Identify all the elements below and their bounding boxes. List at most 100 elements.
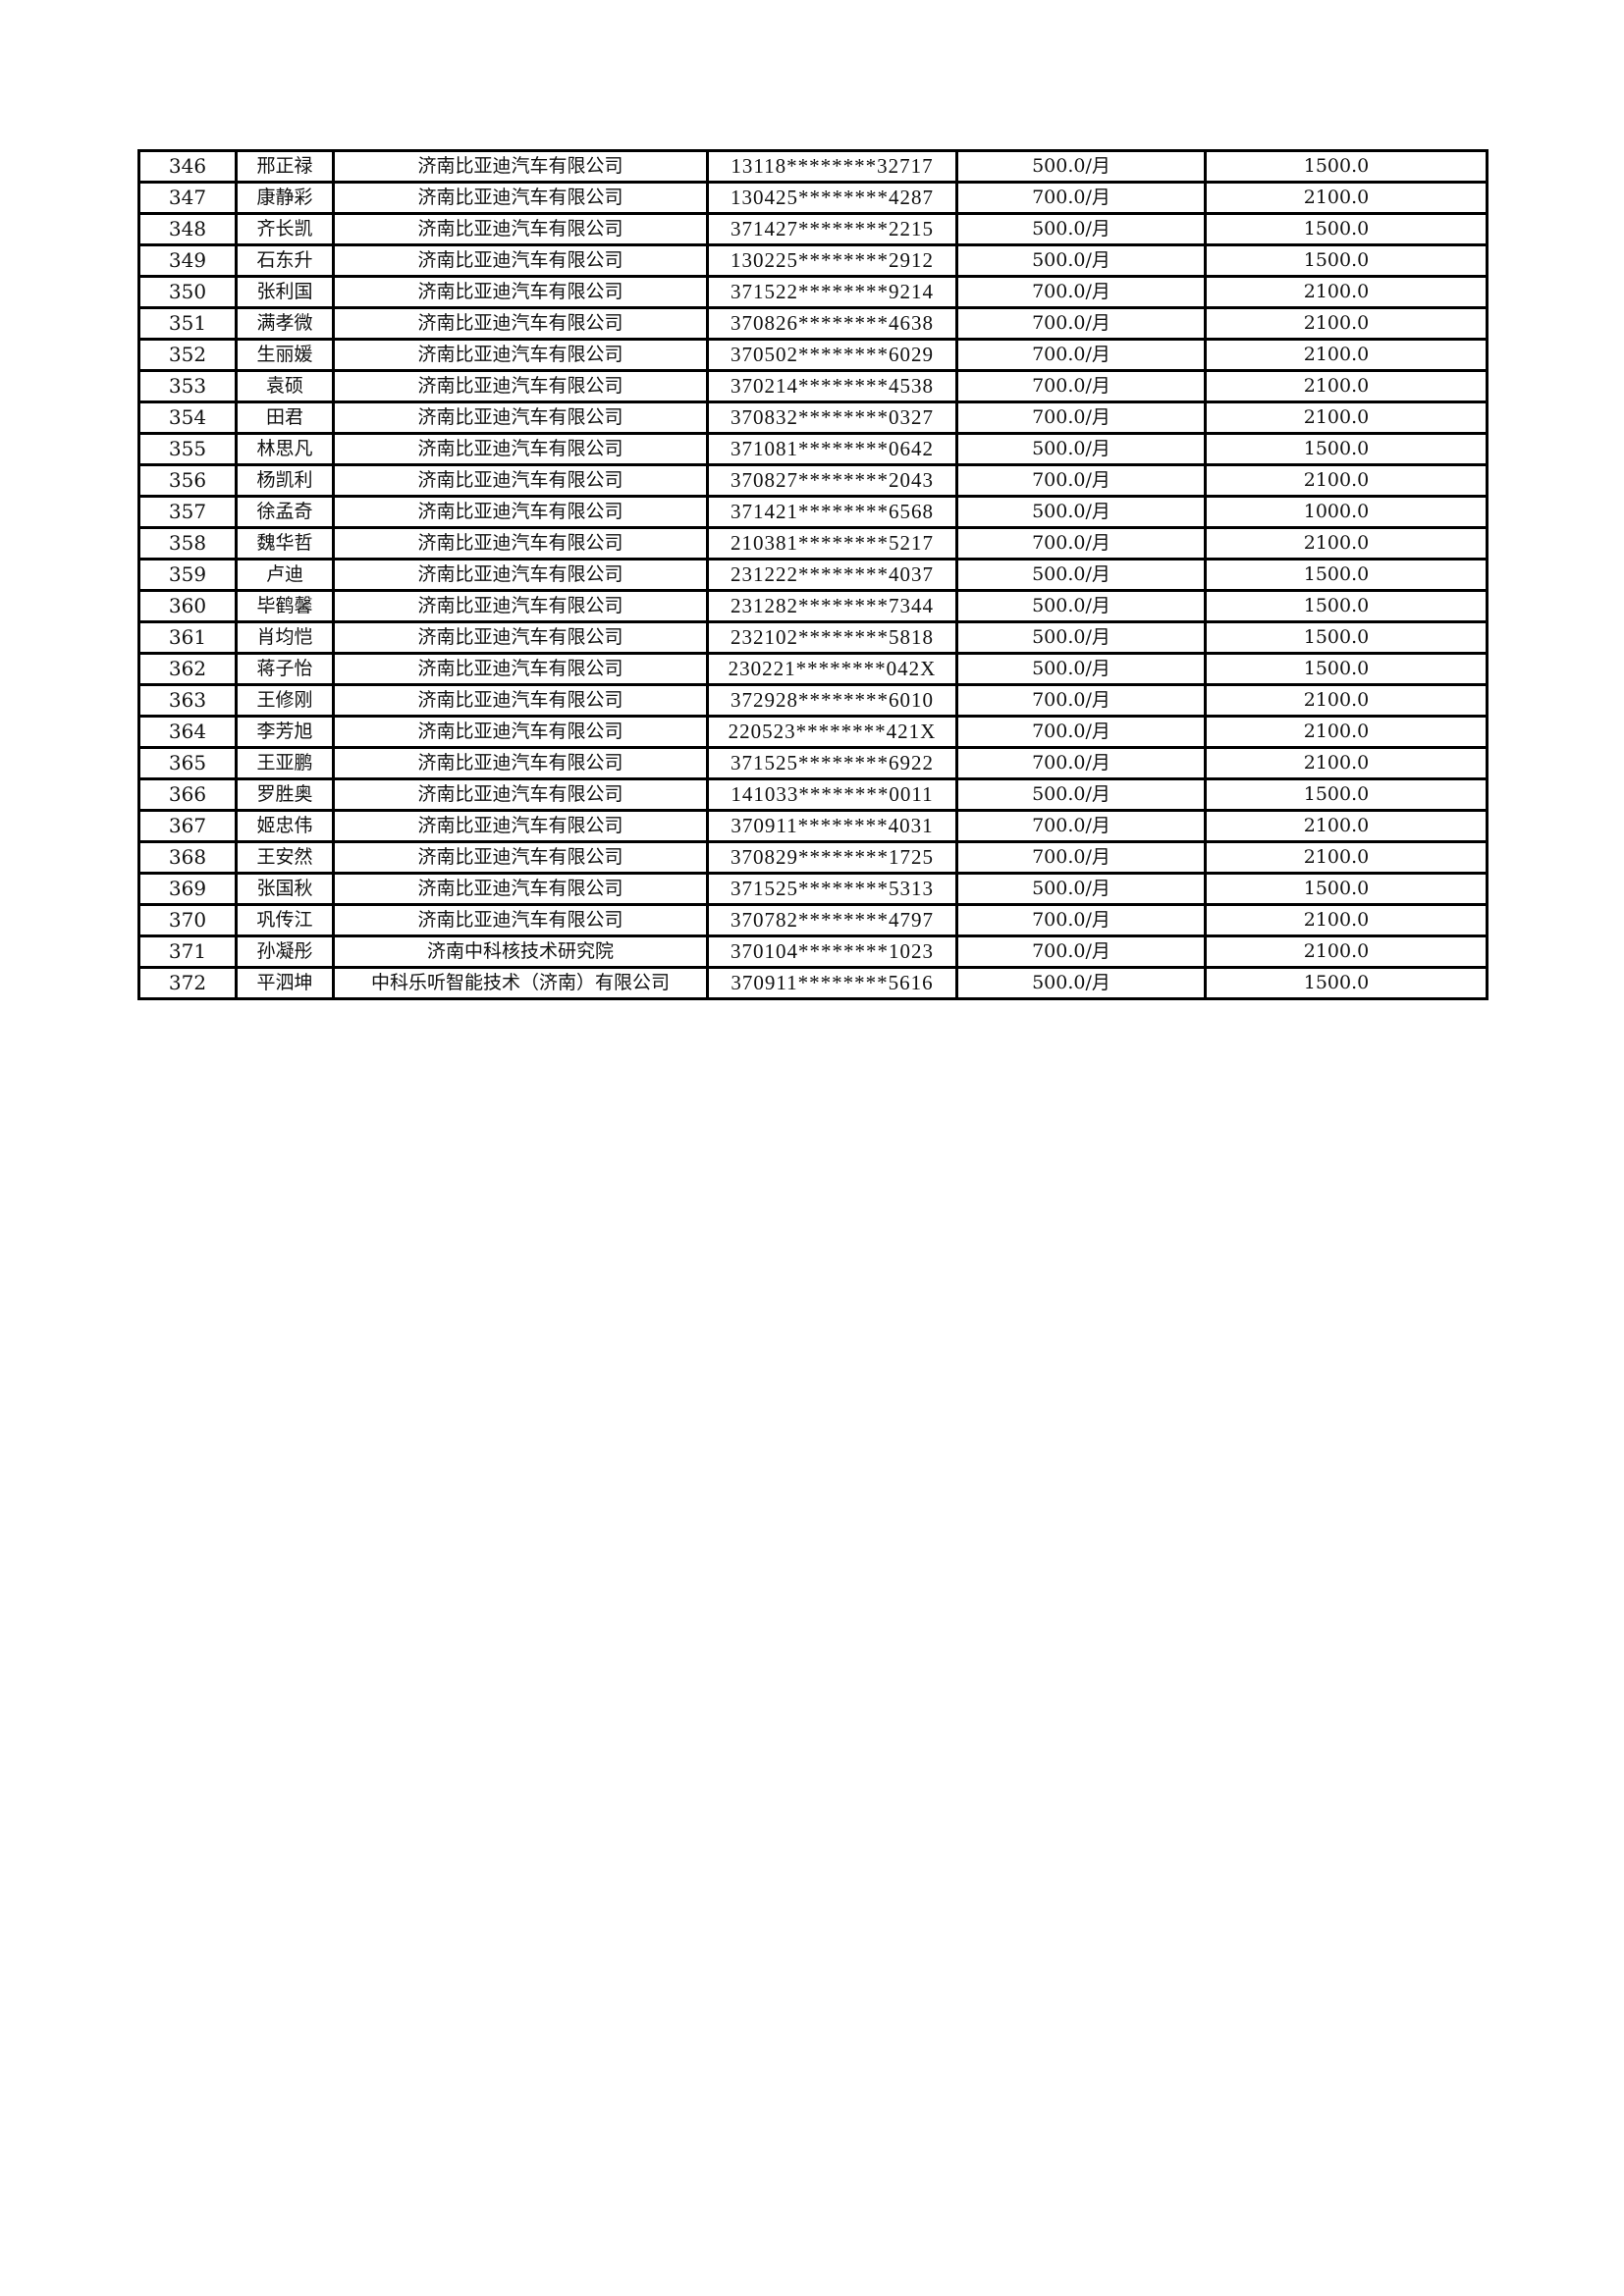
total-subsidy-cell: 1500.0: [1204, 966, 1489, 1000]
table-row: 360 毕鹤馨 济南比亚迪汽车有限公司 231282********7344 500.0…: [137, 589, 1489, 623]
total-subsidy-cell: 2100.0: [1204, 463, 1489, 498]
id-number-cell: 130425********4287: [706, 181, 958, 215]
total-subsidy-cell: 1500.0: [1204, 777, 1489, 812]
monthly-subsidy-cell: 700.0/月: [955, 903, 1207, 937]
company-name-cell: 济南比亚迪汽车有限公司: [332, 338, 709, 372]
total-subsidy-cell: 1500.0: [1204, 872, 1489, 906]
row-number-cell: 354: [137, 400, 238, 435]
id-number-cell: 370826********4638: [706, 306, 958, 341]
company-name-cell: 济南比亚迪汽车有限公司: [332, 683, 709, 718]
row-number-cell: 355: [137, 432, 238, 466]
person-name-cell: 张国秋: [235, 872, 335, 906]
id-number-cell: 371522********9214: [706, 275, 958, 309]
row-number-cell: 372: [137, 966, 238, 1000]
monthly-subsidy-cell: 500.0/月: [955, 432, 1207, 466]
total-subsidy-cell: 1500.0: [1204, 149, 1489, 184]
table-row: 369 张国秋 济南比亚迪汽车有限公司 371525********5313 500.0…: [137, 872, 1489, 906]
row-number-cell: 363: [137, 683, 238, 718]
person-name-cell: 蒋子怡: [235, 652, 335, 686]
monthly-subsidy-cell: 500.0/月: [955, 212, 1207, 246]
monthly-subsidy-cell: 700.0/月: [955, 400, 1207, 435]
id-number-cell: 130225********2912: [706, 243, 958, 278]
id-number-cell: 370911********5616: [706, 966, 958, 1000]
company-name-cell: 济南比亚迪汽车有限公司: [332, 149, 709, 184]
row-number-cell: 360: [137, 589, 238, 623]
monthly-subsidy-cell: 700.0/月: [955, 683, 1207, 718]
id-number-cell: 210381********5217: [706, 526, 958, 561]
total-subsidy-cell: 1500.0: [1204, 652, 1489, 686]
company-name-cell: 济南比亚迪汽车有限公司: [332, 777, 709, 812]
table-row: 371 孙凝彤 济南中科核技术研究院 370104********1023 700.0/…: [137, 934, 1489, 969]
id-number-cell: 370911********4031: [706, 809, 958, 843]
monthly-subsidy-cell: 700.0/月: [955, 306, 1207, 341]
company-name-cell: 济南比亚迪汽车有限公司: [332, 495, 709, 529]
row-number-cell: 350: [137, 275, 238, 309]
person-name-cell: 肖均恺: [235, 620, 335, 655]
monthly-subsidy-cell: 500.0/月: [955, 149, 1207, 184]
table-row: 355 林思凡 济南比亚迪汽车有限公司 371081********0642 500.0…: [137, 432, 1489, 466]
table-row: 368 王安然 济南比亚迪汽车有限公司 370829********1725 700.0…: [137, 840, 1489, 875]
monthly-subsidy-cell: 700.0/月: [955, 369, 1207, 403]
row-number-cell: 368: [137, 840, 238, 875]
company-name-cell: 济南比亚迪汽车有限公司: [332, 589, 709, 623]
total-subsidy-cell: 1500.0: [1204, 212, 1489, 246]
monthly-subsidy-cell: 500.0/月: [955, 558, 1207, 592]
monthly-subsidy-cell: 500.0/月: [955, 243, 1207, 278]
monthly-subsidy-cell: 500.0/月: [955, 652, 1207, 686]
row-number-cell: 365: [137, 746, 238, 780]
person-name-cell: 杨凯利: [235, 463, 335, 498]
company-name-cell: 济南比亚迪汽车有限公司: [332, 715, 709, 749]
row-number-cell: 356: [137, 463, 238, 498]
id-number-cell: 370502********6029: [706, 338, 958, 372]
company-name-cell: 济南比亚迪汽车有限公司: [332, 809, 709, 843]
monthly-subsidy-cell: 700.0/月: [955, 181, 1207, 215]
monthly-subsidy-cell: 700.0/月: [955, 338, 1207, 372]
monthly-subsidy-cell: 500.0/月: [955, 620, 1207, 655]
row-number-cell: 359: [137, 558, 238, 592]
id-number-cell: 371525********5313: [706, 872, 958, 906]
table-row: 352 生丽媛 济南比亚迪汽车有限公司 370502********6029 700.0…: [137, 338, 1489, 372]
row-number-cell: 357: [137, 495, 238, 529]
person-name-cell: 康静彩: [235, 181, 335, 215]
person-name-cell: 袁硕: [235, 369, 335, 403]
row-number-cell: 367: [137, 809, 238, 843]
person-name-cell: 石东升: [235, 243, 335, 278]
table-row: 353 袁硕 济南比亚迪汽车有限公司 370214********4538 700.0/…: [137, 369, 1489, 403]
person-name-cell: 林思凡: [235, 432, 335, 466]
total-subsidy-cell: 1500.0: [1204, 558, 1489, 592]
total-subsidy-cell: 2100.0: [1204, 526, 1489, 561]
company-name-cell: 济南比亚迪汽车有限公司: [332, 652, 709, 686]
person-name-cell: 王安然: [235, 840, 335, 875]
monthly-subsidy-cell: 500.0/月: [955, 589, 1207, 623]
id-number-cell: 141033********0011: [706, 777, 958, 812]
table-row: 362 蒋子怡 济南比亚迪汽车有限公司 230221********042X 500.0…: [137, 652, 1489, 686]
company-name-cell: 济南比亚迪汽车有限公司: [332, 243, 709, 278]
person-name-cell: 张利国: [235, 275, 335, 309]
id-number-cell: 370104********1023: [706, 934, 958, 969]
table-row: 356 杨凯利 济南比亚迪汽车有限公司 370827********2043 700.0…: [137, 463, 1489, 498]
total-subsidy-cell: 2100.0: [1204, 903, 1489, 937]
total-subsidy-cell: 2100.0: [1204, 306, 1489, 341]
row-number-cell: 351: [137, 306, 238, 341]
company-name-cell: 中科乐听智能技术（济南）有限公司: [332, 966, 709, 1000]
id-number-cell: 231222********4037: [706, 558, 958, 592]
total-subsidy-cell: 2100.0: [1204, 715, 1489, 749]
total-subsidy-cell: 2100.0: [1204, 934, 1489, 969]
person-name-cell: 生丽媛: [235, 338, 335, 372]
id-number-cell: 371427********2215: [706, 212, 958, 246]
table-row: 367 姬忠伟 济南比亚迪汽车有限公司 370911********4031 700.0…: [137, 809, 1489, 843]
company-name-cell: 济南比亚迪汽车有限公司: [332, 526, 709, 561]
row-number-cell: 371: [137, 934, 238, 969]
row-number-cell: 349: [137, 243, 238, 278]
id-number-cell: 232102********5818: [706, 620, 958, 655]
monthly-subsidy-cell: 700.0/月: [955, 840, 1207, 875]
company-name-cell: 济南比亚迪汽车有限公司: [332, 212, 709, 246]
company-name-cell: 济南比亚迪汽车有限公司: [332, 463, 709, 498]
person-name-cell: 卢迪: [235, 558, 335, 592]
monthly-subsidy-cell: 500.0/月: [955, 495, 1207, 529]
monthly-subsidy-cell: 500.0/月: [955, 777, 1207, 812]
person-name-cell: 孙凝彤: [235, 934, 335, 969]
id-number-cell: 13118********32717: [706, 149, 958, 184]
id-number-cell: 220523********421X: [706, 715, 958, 749]
person-name-cell: 齐长凯: [235, 212, 335, 246]
